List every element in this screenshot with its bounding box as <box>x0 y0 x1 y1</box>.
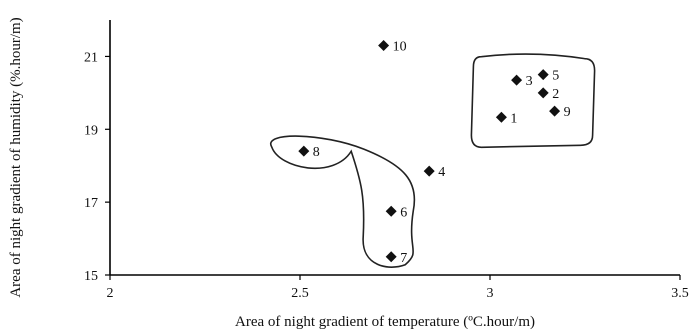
data-point-1 <box>495 111 507 123</box>
y-tick-label: 17 <box>84 196 98 211</box>
data-point-9 <box>549 105 561 117</box>
point-label-9: 9 <box>564 105 571 120</box>
data-point-2 <box>537 87 549 99</box>
data-point-5 <box>537 69 549 81</box>
cluster-outline-left <box>269 135 416 268</box>
data-point-6 <box>385 205 397 217</box>
point-label-1: 1 <box>510 111 517 126</box>
point-label-5: 5 <box>552 69 559 84</box>
x-tick-label: 3.5 <box>671 286 689 301</box>
point-label-4: 4 <box>438 165 445 180</box>
y-tick-label: 19 <box>84 123 98 138</box>
point-label-7: 7 <box>400 251 407 266</box>
cluster-outlines <box>269 53 596 268</box>
x-tick-label: 2.5 <box>291 286 309 301</box>
point-label-6: 6 <box>400 205 407 220</box>
point-label-2: 2 <box>552 87 559 102</box>
y-tick-label: 21 <box>84 50 98 65</box>
point-label-3: 3 <box>526 74 533 89</box>
point-label-10: 10 <box>393 40 407 55</box>
cluster-outline-right <box>470 53 596 149</box>
data-point-8 <box>298 145 310 157</box>
x-axis: 2 2.5 3 3.5 <box>107 274 689 301</box>
y-tick-label: 15 <box>84 269 98 284</box>
point-label-8: 8 <box>313 145 320 160</box>
x-tick-label: 3 <box>487 286 494 301</box>
data-point-10 <box>378 40 390 51</box>
data-point-7 <box>385 251 397 263</box>
x-tick-label: 2 <box>107 286 114 301</box>
x-axis-title: Area of night gradient of temperature (º… <box>235 314 535 330</box>
data-point-3 <box>511 74 523 86</box>
y-axis-title: Area of night gradient of humidity (%.ho… <box>8 17 24 297</box>
y-axis: 15 17 19 21 <box>84 20 111 284</box>
data-points: 1 2 3 4 5 6 7 8 9 10 <box>298 40 571 266</box>
data-point-4 <box>423 165 435 177</box>
